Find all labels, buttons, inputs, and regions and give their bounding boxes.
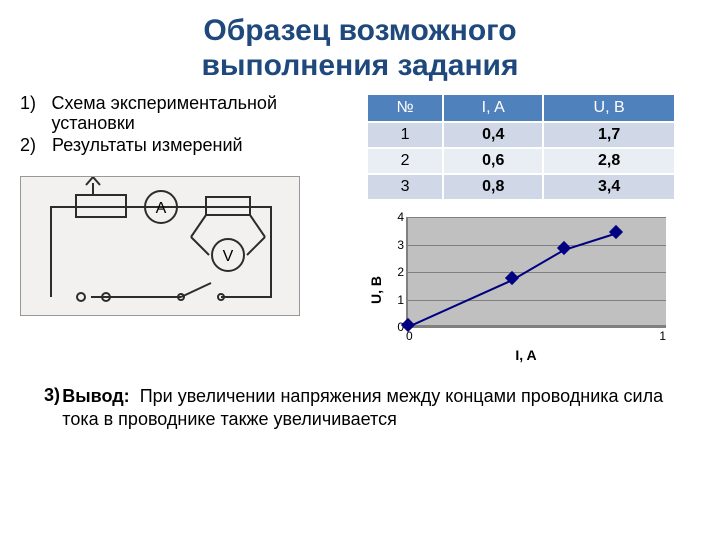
bullet-1: 1) Схема экспериментальной установки — [20, 93, 360, 133]
chart: U, B 01234 0 1 I, A — [366, 217, 700, 363]
th-2: U, B — [543, 94, 675, 122]
chart-ytick: 2 — [386, 265, 404, 279]
ammeter-label: A — [156, 200, 167, 217]
chart-series-line — [408, 217, 666, 325]
circuit-diagram: A V — [20, 176, 300, 316]
title-line-1: Образец возможного — [203, 14, 516, 47]
chart-ytick: 3 — [386, 238, 404, 252]
table-row: 1 0,4 1,7 — [367, 122, 675, 148]
bullet-2-text: Результаты измерений — [52, 135, 243, 156]
conclusion-text: Вывод: При увеличении напряжения между к… — [62, 385, 676, 430]
right-column: № I, A U, B 1 0,4 1,7 2 0,6 2,8 3 0,8 3,… — [360, 93, 700, 363]
table-row: 2 0,6 2,8 — [367, 148, 675, 174]
bullet-1-text: Схема экспериментальной установки — [51, 93, 360, 133]
title-line-2: выполнения задания — [201, 49, 518, 82]
content-row: 1) Схема экспериментальной установки 2) … — [0, 89, 720, 363]
page-title: Образец возможного выполнения задания — [0, 0, 720, 89]
chart-xlabel: I, A — [386, 347, 666, 363]
bullet-1-num: 1) — [20, 93, 51, 133]
bullet-2: 2) Результаты измерений — [20, 135, 360, 156]
conclusion: 3) Вывод: При увеличении напряжения межд… — [0, 363, 720, 430]
chart-plot-area: 01234 — [406, 217, 666, 327]
data-table: № I, A U, B 1 0,4 1,7 2 0,6 2,8 3 0,8 3,… — [366, 93, 676, 201]
table-header-row: № I, A U, B — [367, 94, 675, 122]
conclusion-lead: Вывод: — [62, 386, 129, 406]
bullet-2-num: 2) — [20, 135, 52, 156]
chart-ytick: 1 — [386, 293, 404, 307]
chart-ytick: 0 — [386, 320, 404, 334]
conclusion-body: При увеличении напряжения между концами … — [62, 386, 663, 429]
table-row: 3 0,8 3,4 — [367, 174, 675, 200]
th-1: I, A — [443, 94, 543, 122]
voltmeter-label: V — [223, 248, 234, 265]
th-0: № — [367, 94, 443, 122]
circuit-svg: A V — [21, 177, 301, 317]
chart-xticks: 0 1 — [406, 329, 666, 343]
left-column: 1) Схема экспериментальной установки 2) … — [20, 93, 360, 363]
chart-ylabel: U, B — [366, 217, 386, 363]
chart-ytick: 4 — [386, 210, 404, 224]
conclusion-num: 3) — [44, 385, 62, 430]
